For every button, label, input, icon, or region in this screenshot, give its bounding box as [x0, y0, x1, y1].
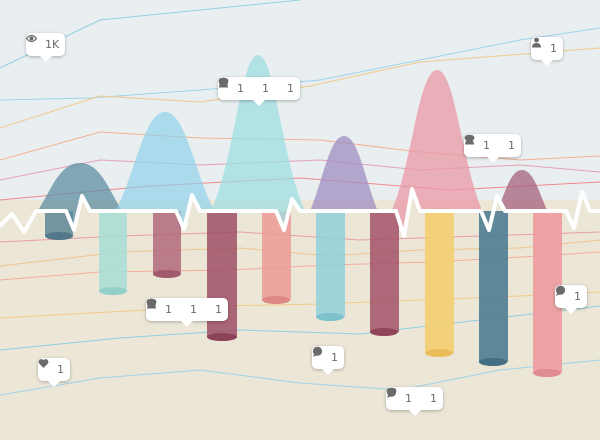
- bubble-item: 1: [38, 359, 64, 376]
- bubble-count: 1: [331, 351, 338, 364]
- bubble-count: 1: [57, 363, 64, 376]
- bubble-item: 1: [218, 78, 269, 95]
- trend-line: [0, 159, 600, 181]
- bubble-count: 1: [508, 139, 515, 152]
- heart-icon: [146, 299, 188, 315]
- notification-bubble: 1 1 1: [218, 77, 300, 106]
- bubble-count: 1: [574, 290, 581, 303]
- notification-bubble: 1: [555, 285, 587, 314]
- trend-line: [0, 359, 600, 396]
- bubble-count: 1: [262, 82, 269, 95]
- comment-icon: [218, 77, 285, 94]
- bubble-count: 1: [165, 303, 172, 316]
- cylinder: [316, 211, 345, 321]
- bubble-item: 1: [386, 387, 437, 405]
- comment-icon: [312, 346, 329, 363]
- bubble-item: 1K: [26, 34, 60, 51]
- eye-icon: [26, 34, 43, 50]
- bubble-item: 1: [555, 285, 581, 303]
- notification-bubble: 1: [38, 358, 70, 387]
- comment-icon: [555, 285, 572, 302]
- mountain: [180, 55, 336, 236]
- cylinder: [153, 211, 181, 278]
- heart-icon: [218, 78, 260, 94]
- comment-icon: [146, 298, 213, 315]
- bubble-count: 1: [483, 139, 490, 152]
- mountain: [362, 70, 512, 236]
- notification-bubble: 1 1 1: [146, 298, 228, 327]
- bubble-count: 1: [190, 303, 197, 316]
- comment-icon: [386, 387, 428, 404]
- bubble-count: 1: [287, 82, 294, 95]
- notification-bubble: 1: [531, 37, 563, 66]
- bubble-count: 1: [405, 392, 412, 405]
- bubble-item: 1: [146, 299, 197, 316]
- pulse-line: [0, 187, 600, 238]
- bubble-count: 1: [215, 303, 222, 316]
- heart-icon: [464, 135, 506, 151]
- bubble-item: 1: [532, 37, 557, 55]
- bubble-item: 1: [146, 298, 222, 316]
- trend-line: [0, 131, 600, 161]
- bubble-count: 1: [237, 82, 244, 95]
- cylinder: [99, 211, 127, 295]
- trend-line: [0, 27, 600, 101]
- cylinder: [479, 211, 508, 366]
- user-icon: [532, 37, 548, 54]
- bubble-count: 1: [550, 42, 557, 55]
- cylinder: [370, 211, 399, 336]
- cylinder: [207, 211, 237, 341]
- notification-bubble: 1: [312, 346, 344, 375]
- bubble-item: 1: [218, 77, 294, 95]
- heart-icon: [38, 359, 55, 375]
- cylinder: [425, 211, 454, 357]
- bubble-count: 1: [430, 392, 437, 405]
- bubble-item: 1: [464, 135, 515, 152]
- notification-bubble: 1K: [26, 33, 66, 62]
- trend-line: [0, 47, 600, 129]
- mountain: [80, 112, 250, 236]
- bubble-item: 1: [312, 346, 338, 364]
- bubble-count: 1K: [45, 38, 60, 51]
